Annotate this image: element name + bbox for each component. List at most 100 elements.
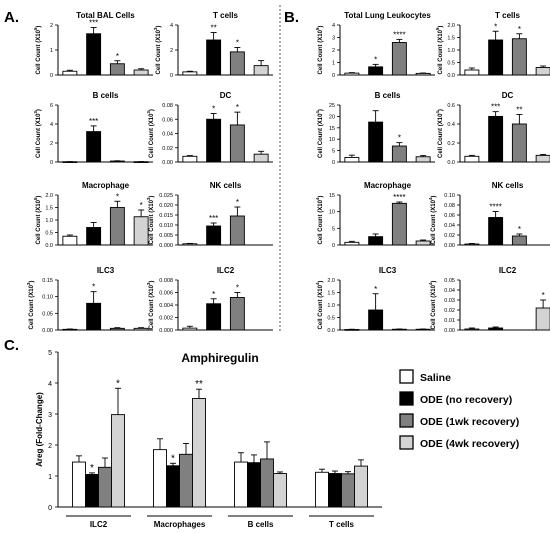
panel-letter-c: C. — [4, 337, 19, 354]
y-tick-label: 0 — [332, 243, 335, 249]
panel-letter-b: B. — [284, 9, 299, 26]
y-tick-label: 0.05 — [42, 311, 53, 317]
y-tick-label: 0.006 — [159, 291, 173, 297]
y-tick-label: 2.0 — [327, 278, 335, 284]
bar — [133, 327, 149, 331]
significance-label: * — [236, 39, 239, 48]
y-tick-label: 10 — [329, 210, 335, 216]
y-axis-label-text: Cell Count (X10 — [29, 284, 35, 329]
bar — [391, 328, 407, 331]
y-axis-label-text: Cell Count (X10 — [149, 113, 155, 158]
y-axis-label-text: Cell Count (X10 — [318, 199, 324, 244]
y-axis-label-close: ) — [149, 281, 155, 283]
y-tick-label: 0.00 — [162, 160, 173, 166]
chart-15: ILC2 0.00 0.01 0.02 0.03 0.04 0.05 Cell Count (… — [428, 266, 550, 334]
significance-label: * — [116, 52, 119, 61]
legend-label: ODE (4wk recovery) — [420, 438, 519, 450]
y-tick-label: 0.6 — [447, 103, 455, 109]
bar — [179, 453, 193, 508]
significance-label: ** — [516, 106, 522, 115]
bar — [341, 473, 355, 508]
y-tick-label: 5 — [332, 226, 335, 232]
y-tick-label: 0.02 — [444, 308, 455, 314]
y-tick-label: 0.01 — [444, 318, 455, 324]
y-tick-label: 0.15 — [42, 278, 53, 284]
significance-label: * — [116, 378, 120, 389]
bar — [391, 145, 407, 163]
bar — [535, 307, 550, 331]
bar — [192, 398, 206, 508]
y-axis-label-text: Cell Count (X10 — [149, 199, 155, 244]
y-axis-label-exponent: 3 — [146, 111, 151, 114]
y-axis-label-text: Cell Count (X10 — [36, 199, 42, 244]
y-axis-label-close: ) — [29, 281, 35, 283]
y-tick-label: 0 — [50, 73, 53, 79]
y-axis-label-exponent: 3 — [146, 197, 151, 200]
y-tick-label: 0.05 — [444, 278, 455, 284]
significance-label: * — [236, 284, 239, 293]
bar — [344, 241, 360, 246]
y-tick-label: 0.000 — [159, 243, 173, 249]
y-tick-label: 2 — [50, 23, 53, 29]
bar — [464, 328, 480, 331]
y-tick-label: 1.5 — [45, 206, 53, 212]
y-axis-label-exponent: 4 — [428, 282, 433, 285]
bar — [111, 414, 125, 508]
bar — [464, 155, 480, 163]
bar — [206, 118, 222, 163]
significance-label: *** — [89, 19, 98, 28]
y-axis-label-exponent: 4 — [315, 197, 320, 200]
legend-swatch — [399, 435, 414, 450]
bar — [206, 39, 222, 76]
y-axis-label: Cell Count (X105) — [33, 196, 42, 245]
y-axis-label-close: ) — [438, 26, 444, 28]
significance-label: * — [212, 105, 215, 114]
y-axis-label-text: Cell Count (X10 — [431, 199, 437, 244]
y-axis-label-exponent: 5 — [435, 27, 440, 30]
y-axis-label: Cell Count (X104) — [315, 109, 324, 158]
significance-label: * — [90, 463, 94, 474]
y-axis-label: Areg (Fold-Change) — [35, 392, 44, 467]
y-tick-label: 0.5 — [447, 61, 455, 67]
y-tick-label: 1 — [332, 61, 335, 67]
bar — [133, 69, 149, 76]
y-axis-label-text: Cell Count (X10 — [318, 284, 324, 329]
bar — [391, 202, 407, 246]
significance-label: * — [212, 290, 215, 299]
category-label: ILC2 — [90, 520, 108, 529]
bar — [229, 215, 245, 246]
chart-title: Macrophage — [82, 181, 130, 190]
bar — [315, 471, 329, 508]
y-axis-label-close: ) — [438, 109, 444, 111]
y-tick-label: 2 — [332, 48, 335, 54]
bar — [133, 216, 149, 246]
significance-label: **** — [393, 193, 405, 202]
chart-title: Total Lung Leukocytes — [344, 11, 431, 20]
significance-label: ** — [211, 24, 217, 33]
y-tick-label: 0.015 — [159, 213, 173, 219]
bar — [488, 327, 504, 331]
bar — [85, 474, 99, 508]
y-axis-label-text: Cell Count (X10 — [318, 113, 324, 158]
chart-title: ILC2 — [499, 266, 517, 275]
legend: Saline ODE (no recovery) ODE (1wk recovery… — [399, 369, 519, 450]
y-tick-label: 0.06 — [162, 117, 173, 123]
bar — [415, 328, 431, 331]
y-tick-label: 0.08 — [162, 103, 173, 109]
y-tick-label: 0.03 — [444, 298, 455, 304]
chart-title: T cells — [495, 11, 520, 20]
y-axis-label-close: ) — [318, 26, 324, 28]
y-tick-label: 0.00 — [444, 243, 455, 249]
legend-swatch — [399, 391, 414, 406]
y-tick-label: 1.0 — [45, 218, 53, 224]
bar — [464, 69, 480, 76]
y-axis-label-close: ) — [318, 109, 324, 111]
bar — [391, 42, 407, 76]
category-label: B cells — [248, 520, 274, 529]
y-tick-label: 3 — [332, 36, 335, 42]
bar — [109, 327, 125, 331]
bar — [166, 465, 180, 508]
